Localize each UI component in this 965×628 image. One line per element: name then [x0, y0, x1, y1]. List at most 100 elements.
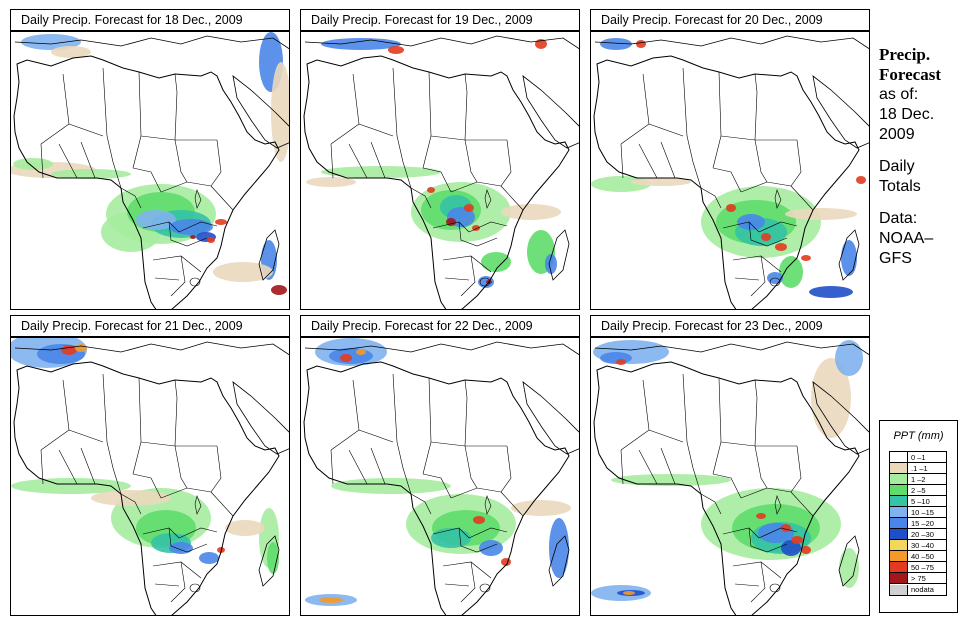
legend-class-label: 15 –20 — [911, 518, 934, 528]
legend-swatch — [890, 507, 908, 517]
precip-cell — [321, 38, 401, 50]
country-border — [748, 221, 788, 247]
precip-cell — [75, 344, 87, 352]
country-border — [330, 143, 334, 179]
precip-cell — [726, 204, 736, 212]
africa-map-svg — [303, 338, 579, 615]
legend-class-row: 0 –1 — [890, 452, 946, 463]
precip-map — [10, 337, 290, 616]
country-border — [444, 583, 470, 587]
country-border — [460, 255, 476, 297]
country-border — [430, 135, 466, 141]
africa-map-svg — [11, 32, 289, 309]
precip-cell — [215, 219, 227, 225]
precip-cell — [801, 255, 811, 261]
country-border — [370, 447, 386, 485]
country-border — [422, 377, 432, 475]
country-border — [468, 221, 508, 233]
country-border — [40, 379, 70, 451]
country-border — [170, 561, 186, 603]
africa-map-svg — [11, 338, 289, 615]
country-border — [754, 73, 758, 141]
lake-outline — [194, 189, 202, 209]
forecast-panel-day-4: Daily Precip. Forecast for 21 Dec., 2009 — [10, 315, 290, 616]
africa-coastline — [303, 55, 570, 309]
lake-outline — [484, 189, 492, 209]
precip-cell — [811, 358, 851, 438]
precip-cell — [169, 219, 213, 235]
precip-cell — [501, 204, 561, 220]
europe-coastline — [304, 341, 579, 356]
legend-swatch — [890, 474, 908, 484]
country-border — [620, 143, 624, 179]
precip-cell — [611, 474, 731, 486]
legend-class-row: 5 –10 — [890, 496, 946, 507]
precip-cell — [319, 597, 343, 603]
info-heading-line1: Precip. — [879, 45, 931, 64]
legend-swatch — [890, 573, 908, 583]
country-border — [442, 561, 492, 579]
country-border — [458, 221, 498, 247]
country-border — [750, 255, 766, 297]
ppt-legend: PPT (mm) 0 –1.1 –1 1 –2 2 –5 5 –10 10 –15 15 … — [879, 420, 958, 613]
map-info-block: Precip. Forecast as of: 18 Dec. 2009 Dai… — [879, 45, 963, 269]
precip-cell — [431, 528, 471, 548]
country-border — [132, 167, 162, 193]
precip-cell — [321, 166, 441, 178]
legend-class-row: .1 –1 — [890, 463, 946, 474]
country-border — [68, 123, 104, 137]
forecast-panel-title: Daily Precip. Forecast for 23 Dec., 2009 — [590, 315, 870, 337]
country-border — [392, 373, 404, 469]
country-border — [174, 379, 178, 447]
precip-cell — [781, 540, 801, 556]
madagascar-coastline — [838, 535, 860, 587]
country-border — [210, 445, 222, 493]
precip-cell — [737, 214, 765, 230]
forecast-panel-title: Daily Precip. Forecast for 18 Dec., 2009 — [10, 9, 290, 31]
country-border — [464, 445, 478, 489]
europe-coastline — [594, 341, 869, 356]
country-border — [712, 473, 742, 499]
country-border — [392, 67, 404, 163]
country-border — [732, 255, 782, 273]
country-border — [112, 161, 122, 189]
precip-cell — [835, 340, 863, 376]
precip-cell — [781, 524, 791, 532]
africa-map-svg — [303, 35, 579, 309]
precip-cell — [61, 345, 77, 355]
country-border — [712, 71, 722, 169]
country-border — [174, 73, 178, 141]
country-border — [132, 71, 142, 169]
country-border — [154, 583, 180, 587]
precip-cell — [199, 552, 219, 564]
europe-coastline — [304, 35, 579, 50]
forecast-panel-title: Daily Precip. Forecast for 19 Dec., 2009 — [300, 9, 580, 31]
country-border — [132, 473, 162, 499]
info-as-of-label: as of: — [879, 86, 919, 103]
country-border — [712, 377, 722, 475]
country-border — [348, 449, 368, 485]
lake-outline — [774, 189, 782, 209]
country-border — [68, 429, 104, 443]
lake-outline — [479, 583, 491, 593]
forecast-panel-day-1: Daily Precip. Forecast for 18 Dec., 2009 — [10, 9, 290, 310]
info-period-line1: Daily — [879, 158, 915, 175]
country-border — [410, 493, 432, 515]
country-border — [754, 139, 768, 183]
precip-cell — [271, 285, 287, 295]
precip-cell — [464, 204, 474, 212]
precip-cell — [481, 252, 511, 272]
precip-cell — [600, 38, 632, 50]
africa-coastline — [593, 55, 860, 309]
legend-swatch — [890, 562, 908, 572]
country-border — [80, 141, 96, 179]
precip-cell — [623, 591, 635, 595]
arabia-coastline — [232, 381, 289, 455]
precip-cell — [841, 240, 857, 276]
precip-cell — [340, 354, 352, 362]
africa-coastline — [593, 361, 860, 615]
country-border — [790, 139, 802, 187]
legend-class-label: 20 –30 — [911, 529, 934, 539]
precip-cell — [207, 237, 215, 243]
country-border — [638, 143, 658, 179]
